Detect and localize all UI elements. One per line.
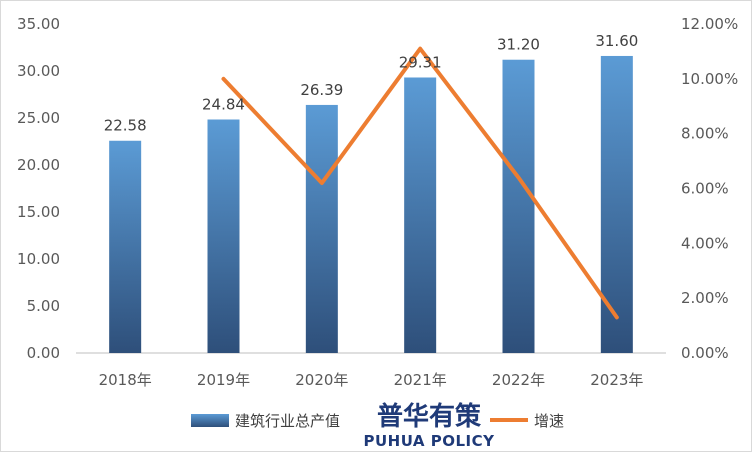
bar-data-label: 24.84 — [202, 96, 245, 114]
x-tick-label: 2018年 — [99, 371, 152, 389]
left-tick-label: 10.00 — [17, 250, 60, 268]
bar — [306, 105, 338, 353]
x-tick-label: 2020年 — [295, 371, 348, 389]
bar-series — [109, 56, 633, 353]
left-tick-label: 5.00 — [27, 297, 60, 315]
data-labels: 22.58 24.84 26.39 29.31 31.20 31.60 — [104, 32, 639, 135]
right-tick-label: 4.00% — [681, 234, 729, 252]
bar-data-label: 22.58 — [104, 117, 147, 135]
left-axis-ticks: 0.00 5.00 10.00 15.00 20.00 25.00 30.00 35.00 — [17, 15, 60, 362]
legend-label-bar: 建筑行业总产值 — [235, 412, 340, 430]
bar-data-label: 29.31 — [399, 53, 442, 71]
left-tick-label: 0.00 — [27, 344, 60, 362]
bar-data-label: 31.20 — [497, 36, 540, 54]
x-tick-label: 2021年 — [394, 371, 447, 389]
left-tick-label: 15.00 — [17, 203, 60, 221]
legend-swatch-bar — [191, 414, 229, 427]
right-tick-label: 0.00% — [681, 344, 729, 362]
bar — [208, 120, 240, 353]
right-tick-label: 6.00% — [681, 180, 729, 198]
watermark-logo: 普华有策 PUHUA POLICY — [363, 399, 495, 451]
bar-data-label: 26.39 — [300, 81, 343, 99]
left-tick-label: 30.00 — [17, 62, 60, 80]
bar — [503, 60, 535, 353]
legend-label-line: 增速 — [534, 412, 564, 430]
bar — [601, 56, 633, 353]
x-tick-label: 2023年 — [590, 371, 643, 389]
right-tick-label: 12.00% — [681, 15, 738, 33]
x-tick-label: 2022年 — [492, 371, 545, 389]
bar-data-label: 31.60 — [595, 32, 638, 50]
right-tick-label: 2.00% — [681, 289, 729, 307]
right-axis-ticks: 0.00% 2.00% 4.00% 6.00% 8.00% 10.00% 12.00% — [681, 15, 738, 362]
x-tick-label: 2019年 — [197, 371, 250, 389]
watermark-en: PUHUA POLICY — [363, 432, 495, 450]
x-axis-ticks: 2018年 2019年 2020年 2021年 2022年 2023年 — [99, 371, 644, 389]
left-tick-label: 25.00 — [17, 109, 60, 127]
left-tick-label: 20.00 — [17, 156, 60, 174]
right-tick-label: 10.00% — [681, 70, 738, 88]
left-tick-label: 35.00 — [17, 15, 60, 33]
bar — [109, 141, 141, 353]
watermark-cn: 普华有策 — [377, 401, 481, 432]
bar — [404, 77, 436, 353]
right-tick-label: 8.00% — [681, 125, 729, 143]
